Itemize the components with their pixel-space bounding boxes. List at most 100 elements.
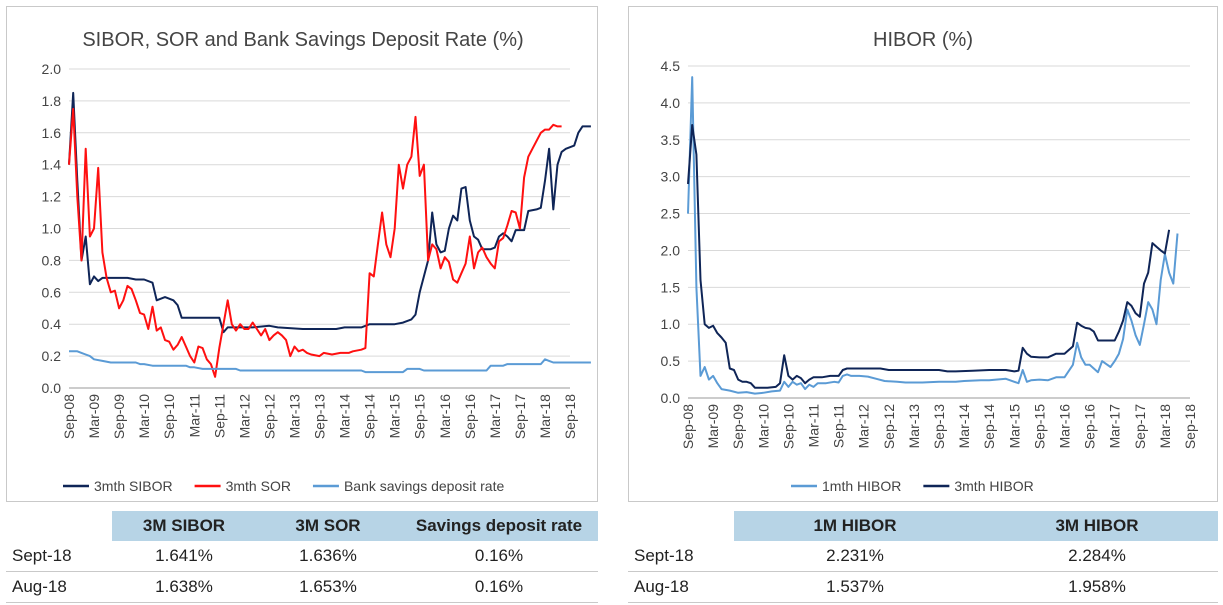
x-tick-label: Mar-10: [136, 394, 152, 439]
table-cell: 1.537%: [734, 571, 976, 603]
chart-title: SIBOR, SOR and Bank Savings Deposit Rate…: [82, 29, 523, 51]
x-tick-label: Sep-09: [730, 404, 746, 449]
y-tick-label: 0.6: [42, 284, 62, 300]
table-cell: 2.284%: [976, 541, 1218, 572]
x-tick-label: Mar-13: [906, 404, 922, 449]
table-header: 3M SIBOR: [112, 511, 256, 541]
y-tick-label: 0.2: [42, 348, 62, 364]
series-line-3mth-sibor: [68, 91, 591, 334]
hibor-rates-table: 1M HIBOR 3M HIBOR Sept-18 2.231% 2.284% …: [628, 511, 1218, 603]
x-tick-label: Mar-09: [705, 404, 721, 449]
y-tick-label: 4.5: [661, 58, 681, 74]
x-tick-label: Mar-17: [1107, 404, 1123, 449]
x-tick-label: Mar-18: [1157, 404, 1173, 449]
y-tick-label: 1.2: [42, 189, 62, 205]
series-line-3mth-sor: [68, 107, 562, 378]
x-tick-label: Sep-12: [261, 394, 277, 439]
x-tick-label: Sep-15: [1031, 404, 1047, 449]
x-tick-label: Sep-10: [161, 394, 177, 439]
legend-label: 3mth SOR: [226, 478, 291, 494]
x-tick-label: Mar-14: [337, 394, 353, 439]
row-label: Aug-18: [6, 571, 112, 603]
table-header-blank: [6, 511, 112, 541]
x-tick-label: Sep-16: [1082, 404, 1098, 449]
table-cell: 1.641%: [112, 541, 256, 572]
legend-label: 3mth SIBOR: [94, 478, 173, 494]
row-label: Aug-18: [628, 571, 734, 603]
sibor-sor-chart-panel: SIBOR, SOR and Bank Savings Deposit Rate…: [6, 6, 598, 502]
row-label: Sept-18: [6, 541, 112, 572]
x-tick-label: Mar-11: [806, 404, 822, 448]
x-tick-label: Sep-11: [831, 404, 847, 448]
x-tick-label: Sep-17: [512, 394, 528, 439]
x-tick-label: Sep-08: [61, 394, 77, 439]
x-tick-label: Sep-09: [111, 394, 127, 439]
table-cell: 0.16%: [400, 541, 598, 572]
x-tick-label: Mar-15: [1006, 404, 1022, 449]
table-cell: 1.958%: [976, 571, 1218, 603]
table-header-blank: [628, 511, 734, 541]
x-tick-label: Sep-13: [312, 394, 328, 439]
table-header: 3M HIBOR: [976, 511, 1218, 541]
table-cell: 1.638%: [112, 571, 256, 603]
x-tick-label: Sep-14: [362, 394, 378, 439]
x-tick-label: Mar-12: [856, 404, 872, 449]
y-tick-label: 1.5: [661, 279, 681, 295]
x-tick-label: Sep-18: [1182, 404, 1198, 449]
legend-label: 3mth HIBOR: [954, 478, 1033, 494]
y-tick-label: 0.4: [42, 316, 62, 332]
x-tick-label: Mar-16: [437, 394, 453, 439]
y-tick-label: 3.5: [661, 132, 681, 148]
y-tick-label: 1.4: [42, 157, 62, 173]
series-line-3mth-hibor: [687, 124, 1171, 389]
sibor-sor-chart: SIBOR, SOR and Bank Savings Deposit Rate…: [42, 29, 591, 494]
table-row: Aug-18 1.537% 1.958%: [628, 571, 1218, 603]
y-tick-label: 0.8: [42, 252, 62, 268]
y-tick-label: 0.5: [661, 353, 681, 369]
y-tick-label: 2.5: [661, 206, 681, 222]
chart-title: HIBOR (%): [873, 29, 973, 51]
sibor-sor-rates-table: 3M SIBOR 3M SOR Savings deposit rate Sep…: [6, 511, 598, 603]
x-tick-label: Mar-13: [286, 394, 302, 439]
y-tick-label: 1.0: [661, 316, 681, 332]
y-tick-label: 0.0: [661, 390, 681, 406]
y-tick-label: 2.0: [42, 61, 62, 77]
x-tick-label: Mar-10: [755, 404, 771, 449]
x-tick-label: Sep-14: [981, 404, 997, 449]
hibor-chart-panel: HIBOR (%) 0.0 0.5 1.0 1.5 2.0 2.5 3.0 3.5 4.0 4.5 S…: [628, 6, 1218, 502]
y-tick-label: 3.0: [661, 169, 681, 185]
y-tick-label: 2.0: [661, 242, 681, 258]
x-tick-label: Mar-18: [537, 394, 553, 439]
y-tick-label: 1.6: [42, 125, 62, 141]
hibor-chart: HIBOR (%) 0.0 0.5 1.0 1.5 2.0 2.5 3.0 3.5 4.0 4.5 S…: [661, 29, 1198, 494]
series-line-bank-savings-deposit-rate: [69, 350, 591, 374]
table-row: Sept-18 1.641% 1.636% 0.16%: [6, 541, 598, 572]
table-cell: 2.231%: [734, 541, 976, 572]
x-tick-label: Sep-11: [211, 394, 227, 438]
x-tick-label: Sep-10: [780, 404, 796, 449]
x-tick-label: Sep-17: [1132, 404, 1148, 449]
x-tick-label: Mar-16: [1057, 404, 1073, 449]
y-tick-label: 1.0: [42, 221, 62, 237]
y-tick-label: 4.0: [661, 95, 681, 111]
table-cell: 1.636%: [256, 541, 400, 572]
x-tick-label: Sep-13: [931, 404, 947, 449]
table-row: Sept-18 2.231% 2.284%: [628, 541, 1218, 572]
x-tick-label: Sep-16: [462, 394, 478, 439]
x-tick-label: Mar-15: [387, 394, 403, 439]
table-header: 3M SOR: [256, 511, 400, 541]
x-tick-label: Mar-11: [186, 394, 202, 438]
x-tick-label: Sep-18: [562, 394, 578, 439]
table-header-row: 3M SIBOR 3M SOR Savings deposit rate: [6, 511, 598, 541]
x-tick-label: Sep-15: [412, 394, 428, 439]
series-line-1mth-hibor: [687, 76, 1179, 395]
x-tick-label: Mar-17: [487, 394, 503, 439]
row-label: Sept-18: [628, 541, 734, 572]
table-row: Aug-18 1.638% 1.653% 0.16%: [6, 571, 598, 603]
y-tick-label: 0.0: [42, 380, 62, 396]
table-header: Savings deposit rate: [400, 511, 598, 541]
x-tick-label: Mar-09: [86, 394, 102, 439]
x-tick-label: Mar-12: [236, 394, 252, 439]
legend-label: Bank savings deposit rate: [344, 478, 505, 494]
table-cell: 1.653%: [256, 571, 400, 603]
